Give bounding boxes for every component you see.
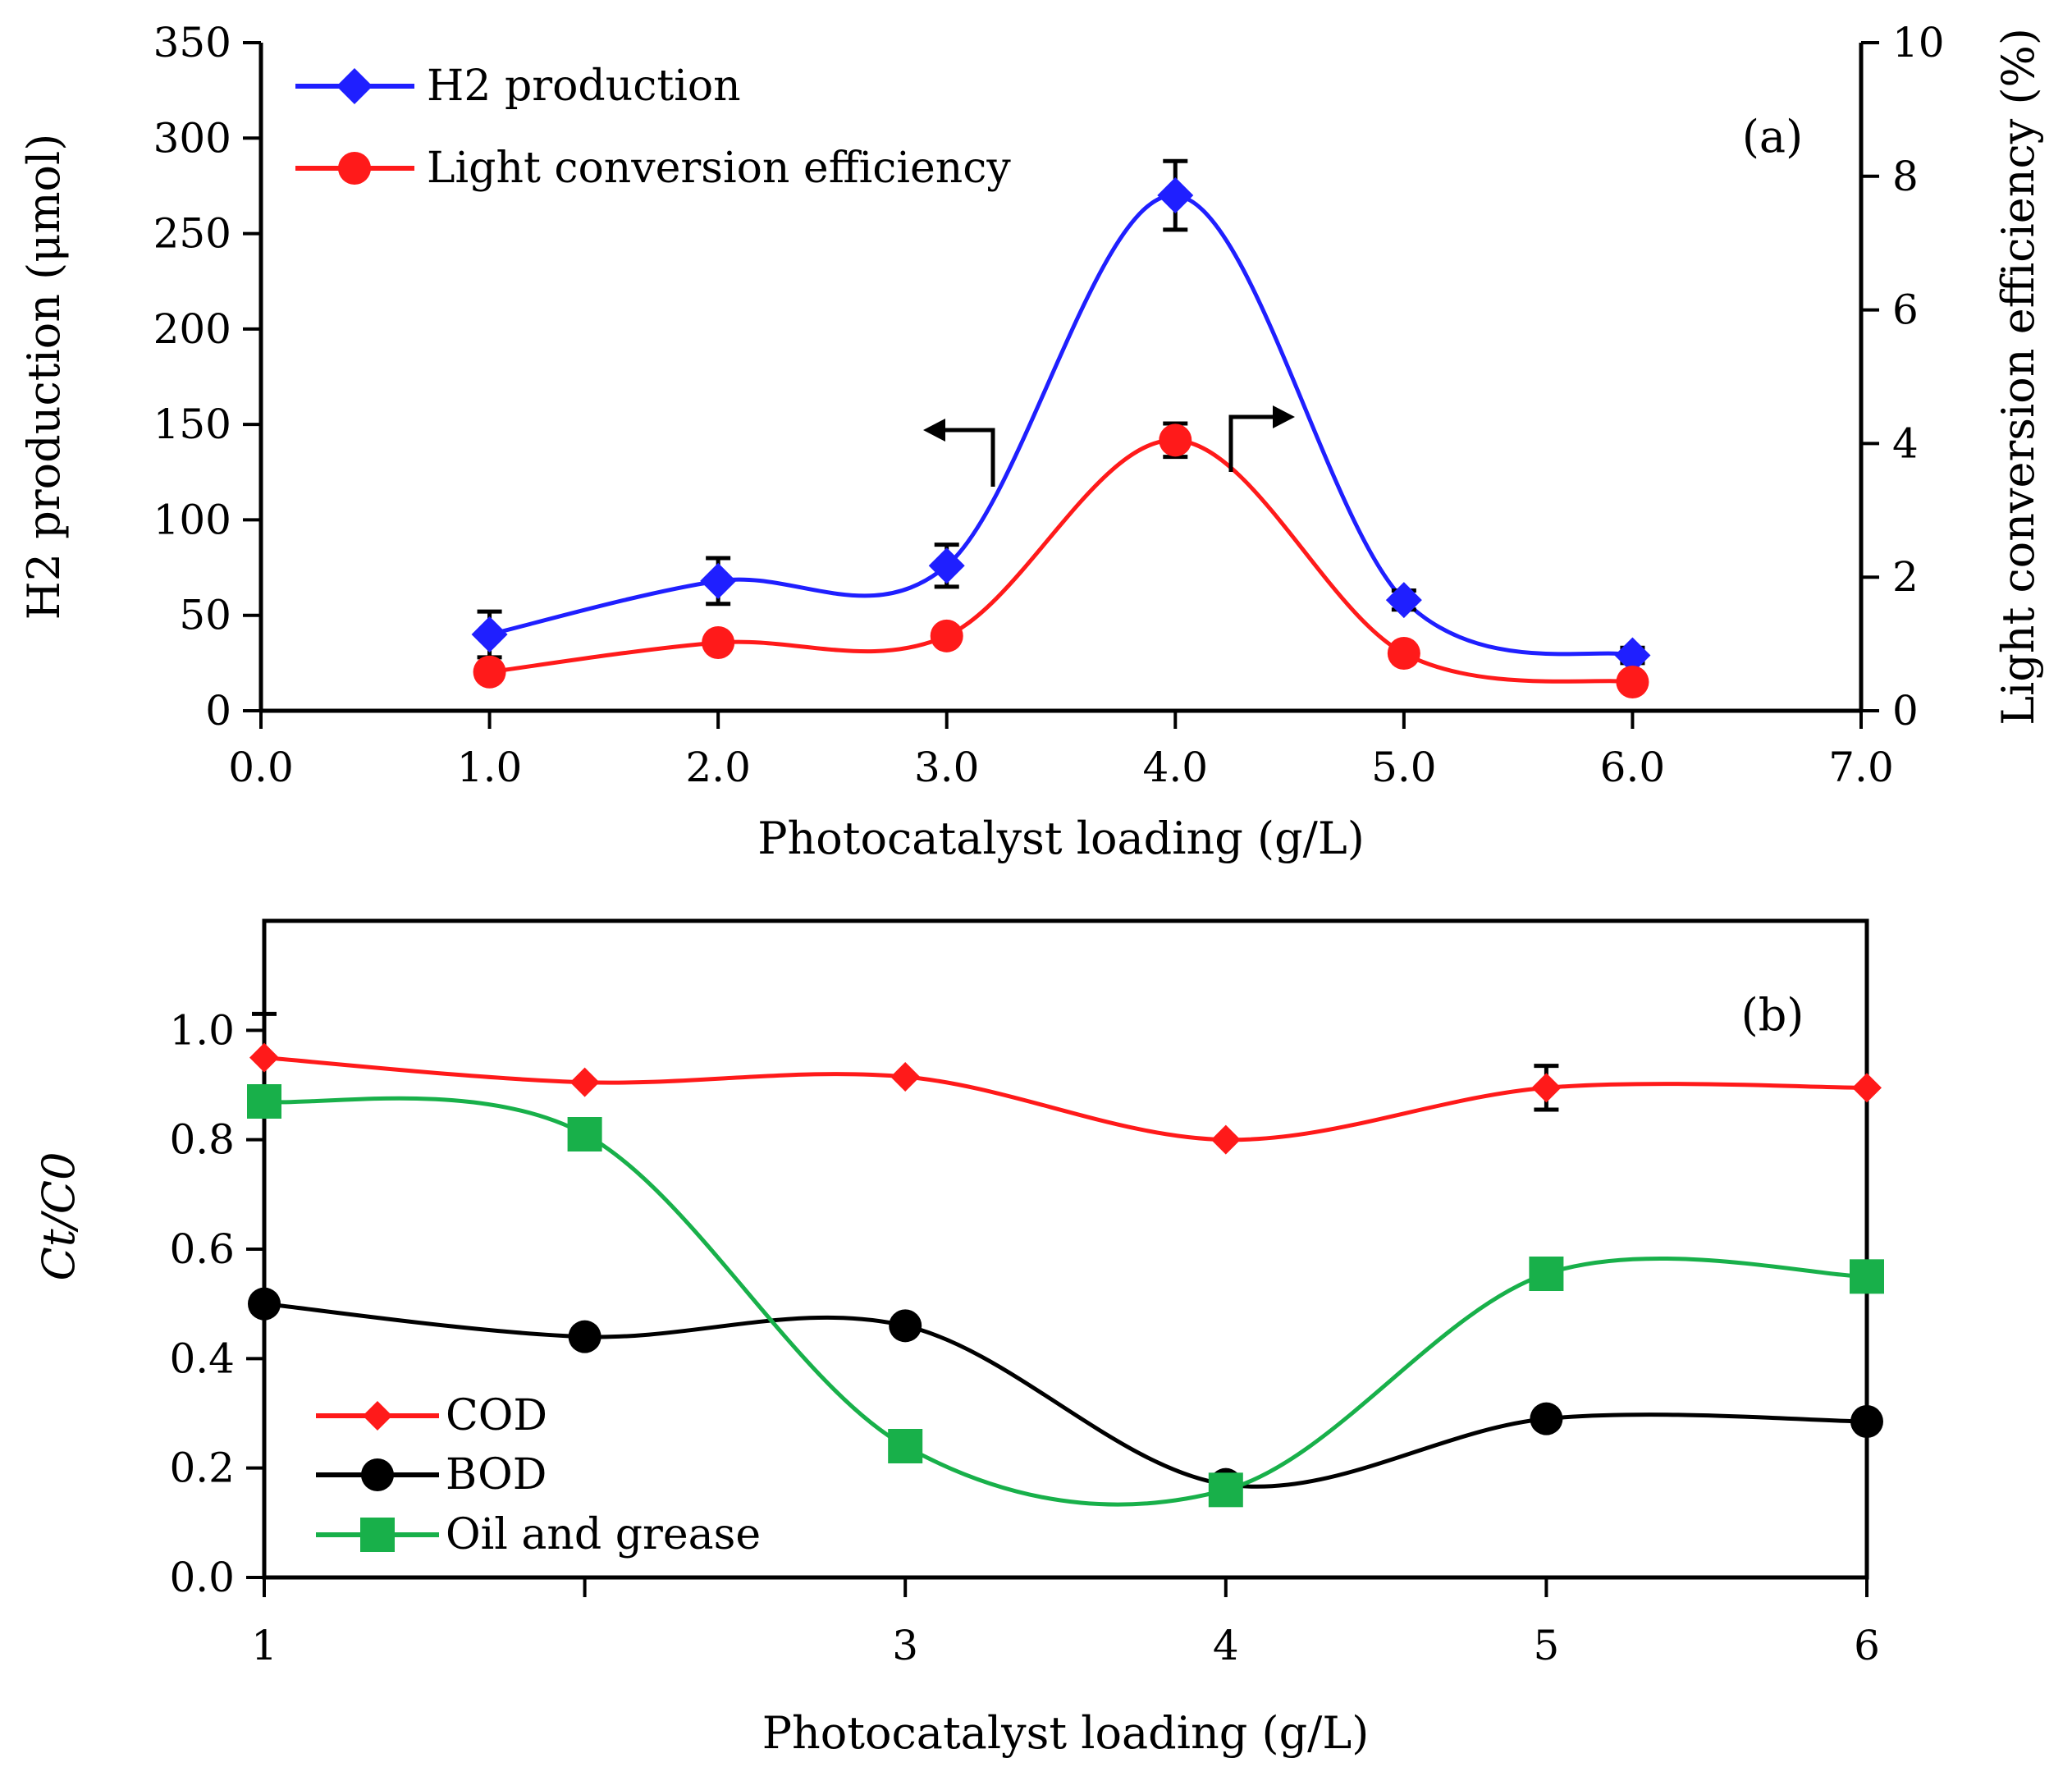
legend-label-2: Oil and grease (446, 1510, 761, 1559)
legend-marker-1 (338, 152, 371, 185)
x-tick-label: 4 (1213, 1622, 1239, 1669)
data-point-0 (569, 1067, 600, 1097)
data-point-2 (567, 1117, 602, 1151)
y-right-tick-label: 6 (1892, 286, 1919, 334)
data-point-0 (700, 562, 737, 599)
data-point-2 (1208, 1472, 1243, 1508)
y-tick-label: 0.0 (169, 1554, 235, 1601)
x-tick-label: 0.0 (228, 744, 294, 791)
data-point-1 (473, 655, 506, 689)
legend-marker-2 (360, 1518, 395, 1552)
data-point-2 (247, 1084, 281, 1119)
arrow-right (1228, 414, 1276, 472)
y-tick-label: 300 (153, 114, 231, 162)
data-point-1 (1616, 665, 1649, 698)
x-axis-title: Photocatalyst loading (g/L) (762, 1707, 1370, 1759)
y-tick-label: 0.2 (169, 1444, 235, 1492)
data-point-0 (249, 1042, 279, 1073)
data-point-2 (1529, 1257, 1564, 1291)
arrow-left (942, 428, 995, 487)
y-tick-label: 1.0 (169, 1006, 235, 1054)
x-tick-label: 1 (251, 1622, 277, 1669)
data-point-1 (889, 1309, 922, 1343)
y-right-tick-label: 0 (1892, 687, 1919, 735)
data-point-0 (928, 547, 965, 584)
x-axis-title: Photocatalyst loading (g/L) (757, 813, 1365, 864)
y-right-tick-label: 10 (1892, 19, 1945, 66)
x-tick-label: 6 (1854, 1622, 1880, 1669)
y-tick-label: 150 (153, 401, 231, 448)
series-line-0 (489, 193, 1634, 657)
y-axis-title: H2 production (μmol) (18, 134, 70, 620)
legend-label-1: Light conversion efficiency (427, 144, 1011, 193)
legend-marker-1 (361, 1458, 394, 1491)
y-tick-label: 0.8 (169, 1116, 235, 1164)
data-point-1 (1850, 1405, 1883, 1438)
x-tick-label: 3.0 (914, 744, 980, 791)
data-point-0 (1531, 1073, 1562, 1103)
x-tick-label: 1.0 (457, 744, 523, 791)
series-line-1 (263, 1302, 1868, 1489)
data-point-1 (930, 619, 963, 652)
panel-label: (b) (1741, 989, 1804, 1041)
data-point-1 (1530, 1402, 1563, 1435)
y-tick-label: 100 (153, 496, 231, 543)
legend-marker-0 (336, 68, 373, 104)
y-right-tick-label: 8 (1892, 153, 1919, 200)
data-point-0 (1852, 1073, 1882, 1103)
x-tick-label: 7.0 (1828, 744, 1894, 791)
series-line-0 (263, 1055, 1868, 1142)
y-tick-label: 200 (153, 305, 231, 353)
y-right-tick-label: 2 (1892, 553, 1919, 601)
data-point-0 (471, 616, 508, 652)
y-axis-title: Ct/C0 (33, 1152, 85, 1281)
y-tick-label: 0.6 (169, 1225, 235, 1273)
x-tick-label: 5 (1533, 1622, 1559, 1669)
arrow-right-head (1273, 405, 1295, 428)
y-tick-label: 250 (153, 210, 231, 258)
data-point-1 (568, 1320, 601, 1353)
data-point-1 (248, 1287, 281, 1321)
panel-label: (a) (1742, 111, 1803, 163)
panel-a: 0 50 100 150 200 250 300 350 0 2 4 6 8 10 0.0 1.0 2.0 3.0… (18, 19, 2044, 864)
data-point-2 (1850, 1259, 1884, 1294)
y-right-axis-title: Light conversion efficiency (%) (1992, 28, 2044, 726)
panel-b: 0.0 0.2 0.4 0.6 0.8 1.0 1 3 4 5 6 Photocatalyst loa… (33, 918, 1884, 1759)
arrow-left-head (923, 419, 945, 442)
data-point-0 (1614, 637, 1651, 674)
data-point-0 (1157, 177, 1194, 214)
y-tick-label: 0.4 (169, 1335, 235, 1382)
data-point-0 (1210, 1124, 1241, 1155)
data-point-0 (1385, 582, 1422, 619)
y-right-tick-label: 4 (1892, 419, 1919, 467)
x-tick-label: 4.0 (1143, 744, 1209, 791)
series-line-2 (263, 1096, 1868, 1507)
data-point-1 (1387, 636, 1420, 670)
data-point-1 (1159, 424, 1192, 457)
legend-label-1: BOD (446, 1450, 547, 1499)
y-tick-label: 350 (153, 19, 231, 66)
y-tick-label: 0 (205, 687, 231, 735)
x-tick-label: 2.0 (685, 744, 751, 791)
legend-label-0: COD (446, 1391, 547, 1440)
x-tick-label: 6.0 (1600, 744, 1666, 791)
x-tick-label: 5.0 (1371, 744, 1437, 791)
x-tick-label: 3 (892, 1622, 918, 1669)
series-line-1 (489, 437, 1633, 684)
legend-marker-0 (363, 1401, 392, 1431)
data-point-1 (702, 625, 735, 659)
y-tick-label: 50 (179, 592, 231, 639)
data-point-2 (888, 1429, 923, 1463)
legend-label-0: H2 production (427, 62, 741, 111)
data-point-0 (890, 1062, 921, 1092)
